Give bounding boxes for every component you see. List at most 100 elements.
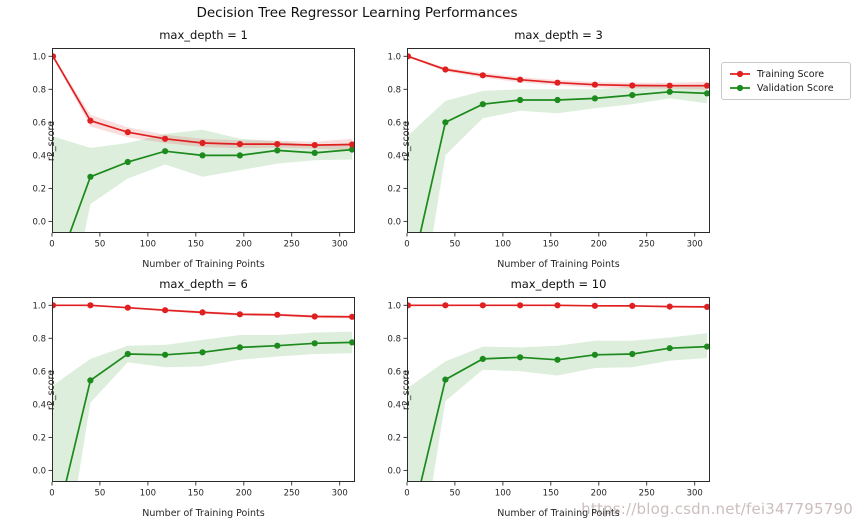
- plot-data: [52, 53, 355, 233]
- validation-score-marker: [479, 101, 486, 108]
- training-score-marker: [442, 302, 449, 309]
- y-tick-label: 1.0: [32, 52, 46, 62]
- axes-frame: [407, 48, 710, 233]
- training-score-marker: [629, 82, 636, 89]
- training-score-marker: [124, 304, 131, 311]
- legend: Training Score Validation Score: [721, 62, 851, 100]
- legend-label-training: Training Score: [757, 68, 825, 80]
- plot-area-max-depth-6: 0 50 100 150 200 250 300 0.0 0.2 0.4 0.6 0.8 1.0: [32, 297, 355, 499]
- training-score-marker: [199, 309, 206, 316]
- training-score-marker: [704, 303, 710, 310]
- validation-score-marker: [124, 158, 131, 166]
- y-tick-label: 0.2: [32, 184, 46, 194]
- training-line-marker-icon: [730, 70, 750, 78]
- y-tick-label: 0.8: [387, 85, 401, 95]
- x-tick-label: 300: [332, 489, 348, 499]
- validation-score-marker: [87, 173, 94, 180]
- validation-score-band: [53, 331, 353, 482]
- validation-score-marker: [479, 355, 486, 362]
- axes-frame: [407, 297, 710, 482]
- validation-score-marker: [666, 345, 673, 352]
- y-tick-label: 0.0: [32, 217, 46, 227]
- plot-data: [407, 302, 710, 482]
- validation-score-marker: [517, 96, 524, 104]
- y-tick-label: 0.0: [387, 466, 401, 476]
- x-tick-label: 300: [687, 489, 703, 499]
- x-tick-label: 250: [639, 489, 655, 499]
- training-score-marker: [52, 53, 57, 60]
- training-score-marker: [517, 76, 524, 83]
- subplot-title: max_depth = 1: [159, 28, 248, 42]
- training-score-marker: [274, 141, 281, 148]
- validation-score-marker: [666, 88, 673, 95]
- figure-title: Decision Tree Regressor Learning Perform…: [196, 5, 518, 21]
- training-score-marker: [311, 142, 318, 149]
- y-tick-label: 0.0: [32, 466, 46, 476]
- training-score-marker: [629, 302, 636, 309]
- plot-area-max-depth-3: 0 50 100 150 200 250 300 0.0 0.2 0.4 0.6 0.8 1.0: [387, 48, 710, 250]
- subplot-max-depth-6: max_depth = 6 r2_score 0 50 100 150 200 250 30…: [32, 277, 355, 519]
- training-score-marker: [517, 302, 524, 309]
- validation-score-marker: [87, 377, 94, 384]
- x-tick-label: 50: [449, 240, 460, 250]
- x-tick-label: 150: [543, 240, 559, 250]
- axes-frame: [52, 48, 355, 233]
- validation-score-marker: [162, 148, 169, 155]
- legend-item-validation: Validation Score: [729, 81, 844, 95]
- x-tick-label: 200: [236, 240, 252, 250]
- training-score-marker: [199, 139, 206, 147]
- x-tick-label: 100: [495, 489, 511, 499]
- subplot-max-depth-1: max_depth = 1 r2_score 0 50 100 150 200 250 30…: [32, 28, 355, 270]
- training-score-marker: [666, 303, 673, 310]
- x-tick-label: 200: [236, 489, 252, 499]
- validation-score-marker: [554, 96, 561, 104]
- validation-score-marker: [517, 354, 524, 361]
- validation-score-marker: [162, 351, 169, 358]
- x-tick-label: 300: [332, 240, 348, 250]
- validation-score-marker: [442, 119, 449, 126]
- validation-score-marker: [442, 376, 449, 383]
- x-axis-label: Number of Training Points: [497, 508, 620, 519]
- validation-score-marker: [704, 90, 710, 97]
- x-tick-label: 150: [188, 240, 204, 250]
- validation-score-marker: [274, 342, 281, 349]
- y-tick-label: 1.0: [387, 301, 401, 311]
- y-axis-label: r2_score: [401, 369, 412, 410]
- validation-score-marker: [311, 340, 318, 347]
- y-tick-label: 0.8: [32, 334, 46, 344]
- training-score-marker: [162, 307, 169, 314]
- x-tick-label: 0: [404, 489, 409, 499]
- subplot-title: max_depth = 6: [159, 277, 248, 291]
- y-tick-label: 0.4: [32, 151, 46, 161]
- legend-label-validation: Validation Score: [757, 82, 834, 94]
- y-tick-label: 0.4: [387, 400, 401, 410]
- training-score-marker: [162, 135, 169, 142]
- y-tick-label: 0.8: [32, 85, 46, 95]
- y-tick-label: 0.0: [387, 217, 401, 227]
- x-tick-label: 100: [495, 240, 511, 250]
- x-tick-label: 0: [404, 240, 409, 250]
- y-tick-label: 0.6: [387, 367, 401, 377]
- x-tick-label: 300: [687, 240, 703, 250]
- validation-score-marker: [349, 339, 355, 346]
- y-tick-label: 0.2: [387, 184, 401, 194]
- training-score-marker: [124, 129, 131, 136]
- plot-area-max-depth-1: 0 50 100 150 200 250 300 0.0 0.2 0.4 0.6 0.8 1.0: [32, 48, 355, 250]
- training-score-marker: [52, 302, 57, 309]
- axes-frame: [52, 297, 355, 482]
- y-tick-label: 0.6: [387, 118, 401, 128]
- x-tick-label: 150: [188, 489, 204, 499]
- validation-score-marker: [629, 92, 636, 99]
- x-axis-label: Number of Training Points: [497, 259, 620, 270]
- validation-score-marker: [236, 344, 243, 351]
- x-tick-label: 100: [140, 240, 156, 250]
- y-tick-label: 1.0: [32, 301, 46, 311]
- plot-data: [407, 53, 710, 233]
- subplot-title: max_depth = 3: [514, 28, 603, 42]
- validation-score-marker: [236, 152, 243, 159]
- y-tick-label: 0.4: [32, 400, 46, 410]
- x-axis-label: Number of Training Points: [142, 259, 265, 270]
- watermark: https://blog.csdn.net/fei347795790: [581, 500, 853, 518]
- legend-item-training: Training Score: [729, 67, 844, 81]
- subplot-title: max_depth = 10: [510, 277, 607, 291]
